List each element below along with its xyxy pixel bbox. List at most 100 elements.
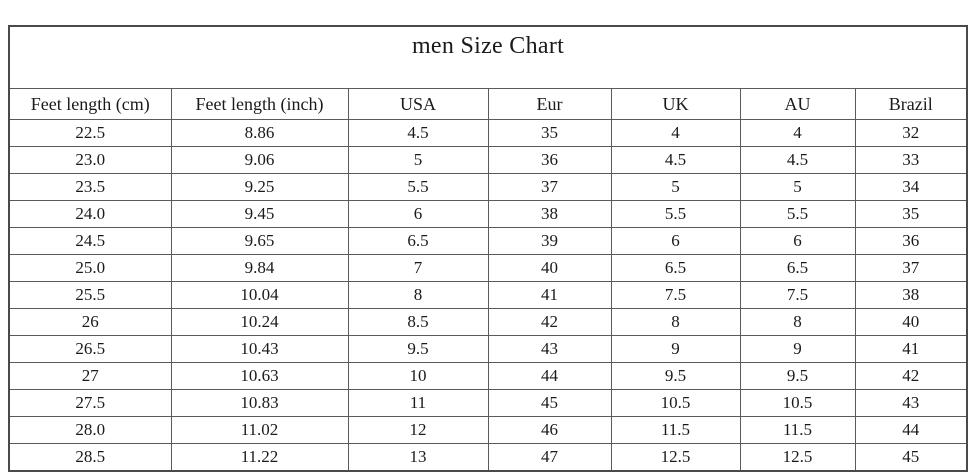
table-cell: 5 <box>347 146 489 174</box>
table-cell: 9.5 <box>347 335 489 363</box>
column-header-usa: USA <box>347 88 489 120</box>
table-cell: 9.06 <box>170 146 349 174</box>
table-cell: 9.25 <box>170 173 349 201</box>
table-row: 26 10.24 8.5 42 8 8 40 <box>8 308 968 336</box>
table-cell: 28.0 <box>8 416 172 444</box>
table-cell: 9.45 <box>170 200 349 228</box>
table-cell: 9 <box>739 335 856 363</box>
table-row: 27.5 10.83 11 45 10.5 10.5 43 <box>8 389 968 417</box>
table-cell: 8 <box>739 308 856 336</box>
table-cell: 5.5 <box>610 200 741 228</box>
table-row: 23.0 9.06 5 36 4.5 4.5 33 <box>8 146 968 174</box>
table-cell: 8.5 <box>347 308 489 336</box>
table-row: 24.5 9.65 6.5 39 6 6 36 <box>8 227 968 255</box>
table-cell: 4.5 <box>739 146 856 174</box>
table-cell: 45 <box>854 443 968 472</box>
table-cell: 39 <box>487 227 612 255</box>
table-cell: 11.5 <box>739 416 856 444</box>
column-header-eur: Eur <box>487 88 612 120</box>
table-cell: 5 <box>739 173 856 201</box>
table-cell: 27 <box>8 362 172 390</box>
table-cell: 44 <box>487 362 612 390</box>
table-cell: 22.5 <box>8 119 172 147</box>
table-cell: 10.04 <box>170 281 349 309</box>
table-cell: 10 <box>347 362 489 390</box>
table-cell: 7 <box>347 254 489 282</box>
table-cell: 43 <box>487 335 612 363</box>
table-row: 28.0 11.02 12 46 11.5 11.5 44 <box>8 416 968 444</box>
table-row: 26.5 10.43 9.5 43 9 9 41 <box>8 335 968 363</box>
table-cell: 47 <box>487 443 612 472</box>
title-row: men Size Chart <box>8 25 968 89</box>
table-cell: 12.5 <box>739 443 856 472</box>
table-cell: 5.5 <box>347 173 489 201</box>
table-cell: 33 <box>854 146 968 174</box>
table-cell: 40 <box>487 254 612 282</box>
table-row: 24.0 9.45 6 38 5.5 5.5 35 <box>8 200 968 228</box>
table-cell: 10.43 <box>170 335 349 363</box>
table-cell: 4.5 <box>347 119 489 147</box>
table-cell: 9 <box>610 335 741 363</box>
table-cell: 42 <box>487 308 612 336</box>
table-cell: 13 <box>347 443 489 472</box>
table-cell: 6 <box>347 200 489 228</box>
table-cell: 4.5 <box>610 146 741 174</box>
table-cell: 10.24 <box>170 308 349 336</box>
table-cell: 46 <box>487 416 612 444</box>
table-cell: 36 <box>487 146 612 174</box>
column-header-brazil: Brazil <box>854 88 968 120</box>
column-header-uk: UK <box>610 88 741 120</box>
table-cell: 38 <box>854 281 968 309</box>
table-cell: 35 <box>854 200 968 228</box>
table-cell: 41 <box>487 281 612 309</box>
table-row: 28.5 11.22 13 47 12.5 12.5 45 <box>8 443 968 472</box>
page-title: men Size Chart <box>8 25 968 89</box>
table-row: 22.5 8.86 4.5 35 4 4 32 <box>8 119 968 147</box>
table-cell: 5 <box>610 173 741 201</box>
table-cell: 7.5 <box>739 281 856 309</box>
table-cell: 32 <box>854 119 968 147</box>
table-cell: 9.5 <box>739 362 856 390</box>
table-cell: 6.5 <box>347 227 489 255</box>
size-chart-container: men Size Chart Feet length (cm) Feet len… <box>8 25 969 472</box>
column-header-feet-cm: Feet length (cm) <box>8 88 172 120</box>
table-cell: 6 <box>739 227 856 255</box>
table-cell: 9.5 <box>610 362 741 390</box>
table-cell: 38 <box>487 200 612 228</box>
table-cell: 42 <box>854 362 968 390</box>
table-body: 22.5 8.86 4.5 35 4 4 32 23.0 9.06 5 36 4.5 4.5 33 23.5… <box>8 119 968 472</box>
table-cell: 10.83 <box>170 389 349 417</box>
table-cell: 43 <box>854 389 968 417</box>
table-cell: 10.5 <box>739 389 856 417</box>
table-cell: 40 <box>854 308 968 336</box>
table-cell: 6.5 <box>739 254 856 282</box>
header-row: Feet length (cm) Feet length (inch) USA … <box>8 88 968 120</box>
table-cell: 23.0 <box>8 146 172 174</box>
table-cell: 37 <box>854 254 968 282</box>
table-cell: 8 <box>610 308 741 336</box>
table-cell: 4 <box>610 119 741 147</box>
table-cell: 44 <box>854 416 968 444</box>
table-cell: 4 <box>739 119 856 147</box>
table-cell: 9.84 <box>170 254 349 282</box>
table-cell: 8 <box>347 281 489 309</box>
table-cell: 12.5 <box>610 443 741 472</box>
table-cell: 35 <box>487 119 612 147</box>
table-cell: 10.63 <box>170 362 349 390</box>
table-cell: 11.22 <box>170 443 349 472</box>
table-cell: 26.5 <box>8 335 172 363</box>
table-cell: 7.5 <box>610 281 741 309</box>
table-cell: 26 <box>8 308 172 336</box>
table-row: 23.5 9.25 5.5 37 5 5 34 <box>8 173 968 201</box>
table-cell: 11.5 <box>610 416 741 444</box>
table-cell: 9.65 <box>170 227 349 255</box>
size-chart-table: men Size Chart Feet length (cm) Feet len… <box>8 25 969 472</box>
table-cell: 25.5 <box>8 281 172 309</box>
table-cell: 10.5 <box>610 389 741 417</box>
table-cell: 12 <box>347 416 489 444</box>
table-cell: 23.5 <box>8 173 172 201</box>
table-cell: 6 <box>610 227 741 255</box>
table-cell: 11.02 <box>170 416 349 444</box>
table-cell: 41 <box>854 335 968 363</box>
table-cell: 45 <box>487 389 612 417</box>
